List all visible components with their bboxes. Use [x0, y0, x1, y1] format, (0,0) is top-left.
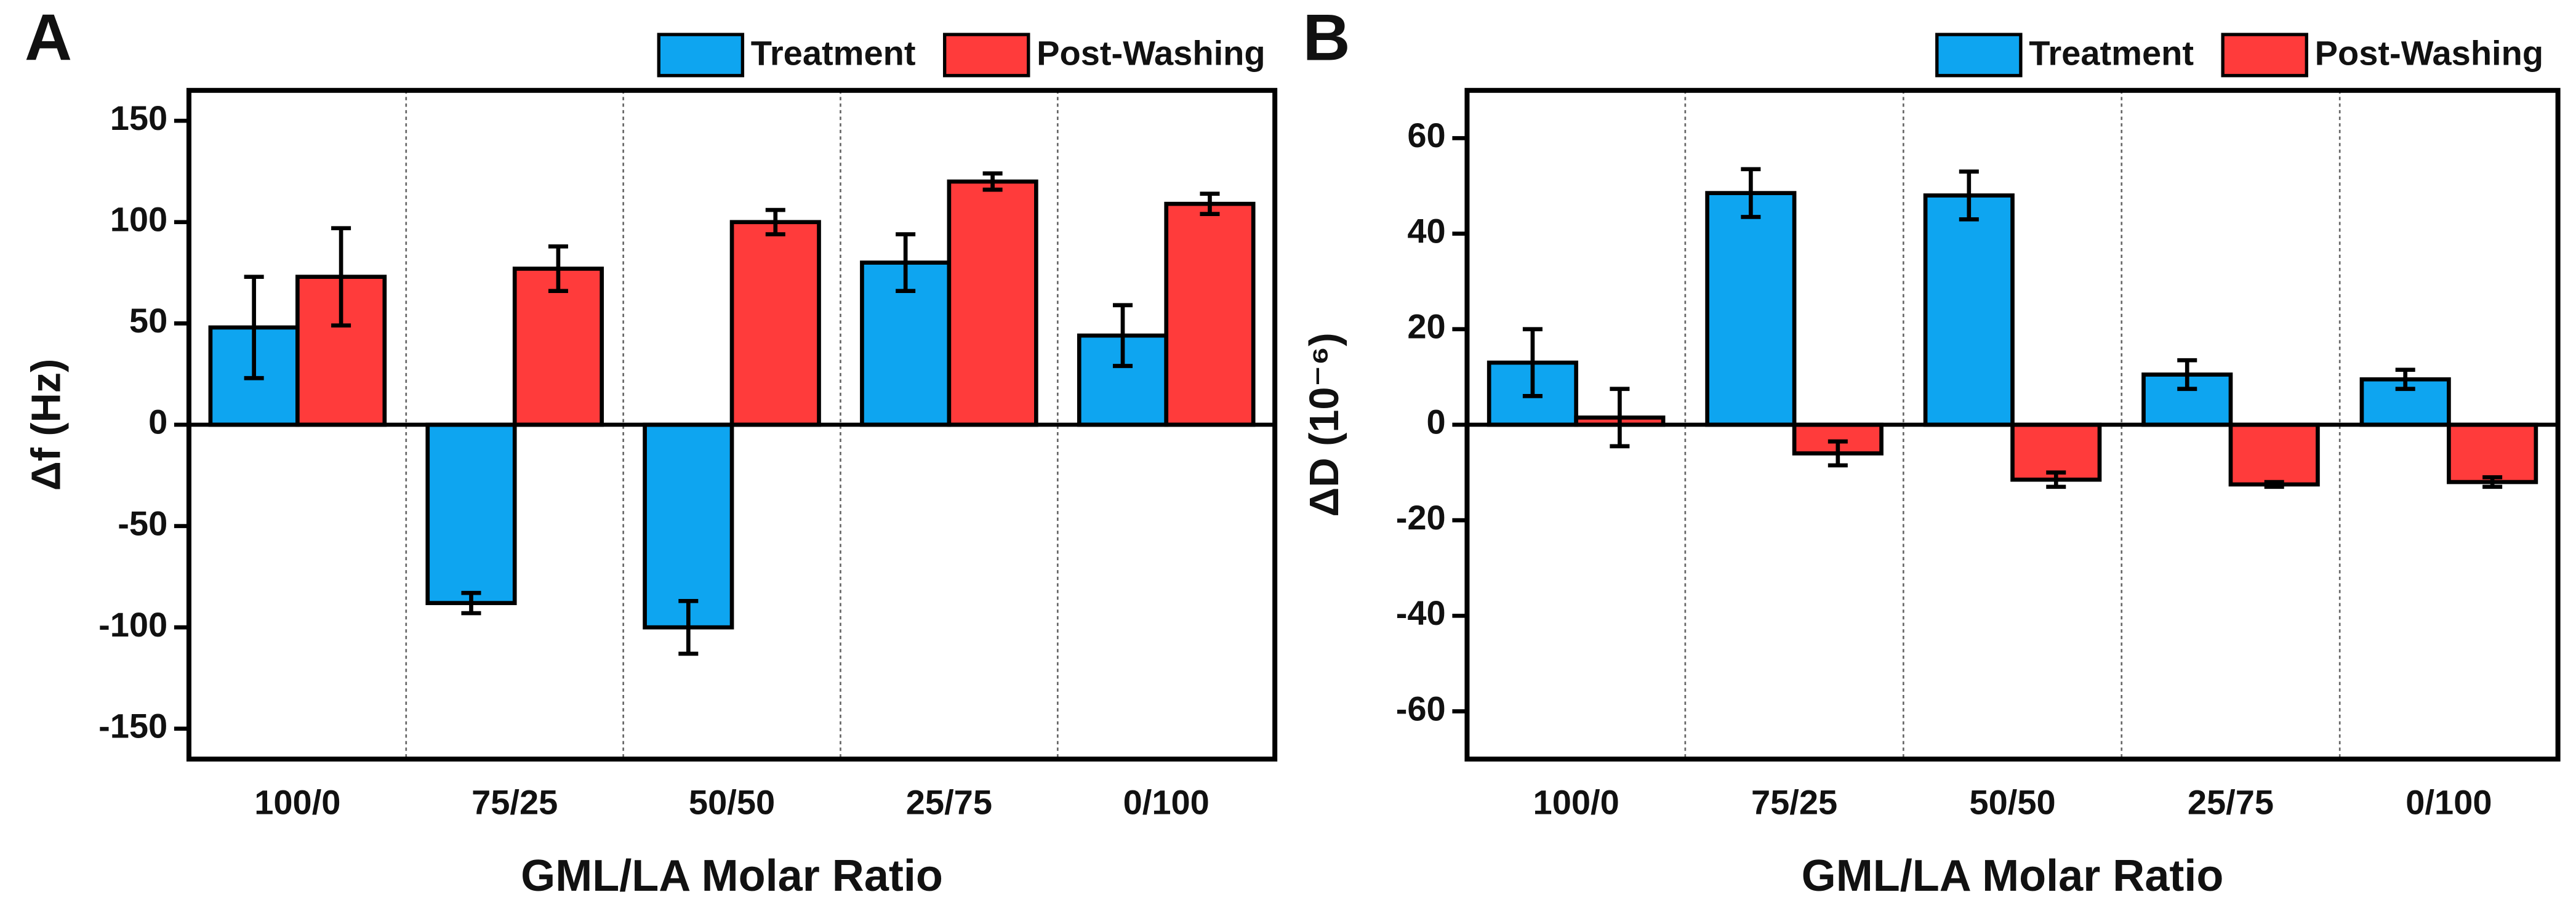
legend-label: Treatment — [751, 34, 916, 73]
bar — [425, 422, 517, 605]
legend-swatch — [657, 33, 745, 78]
panel-label: A — [25, 1, 72, 74]
x-tick-label: 100/0 — [1533, 783, 1619, 822]
x-tick-label: 25/75 — [2188, 783, 2274, 822]
x-tick-label: 50/50 — [1969, 783, 2055, 822]
x-axis-title: GML/LA Molar Ratio — [1802, 851, 2224, 901]
bar — [1705, 191, 1797, 427]
error-bar — [331, 226, 351, 327]
error-bar — [1522, 327, 1543, 398]
plot-frame — [1464, 87, 2561, 762]
legend-swatch — [943, 33, 1030, 78]
error-bar — [1610, 387, 1630, 449]
y-tick-label: -100 — [98, 605, 167, 644]
error-bar — [678, 599, 699, 656]
legend-label: Post-Washing — [1037, 34, 1265, 73]
bar — [947, 179, 1038, 427]
error-bar — [1959, 169, 1979, 222]
x-tick-label: 0/100 — [2405, 783, 2492, 822]
bar — [2447, 422, 2538, 484]
error-bar — [1112, 303, 1133, 368]
x-tick-label: 75/25 — [1751, 783, 1837, 822]
y-tick-label: 100 — [110, 200, 168, 239]
y-tick-label: -20 — [1396, 498, 1446, 537]
y-tick-label: -50 — [118, 504, 167, 542]
y-tick-label: 20 — [1407, 307, 1445, 346]
error-bar — [896, 232, 916, 294]
bar — [1164, 201, 1256, 427]
y-tick-label: 0 — [148, 403, 167, 441]
x-tick-label: 75/25 — [471, 783, 558, 822]
error-bar — [982, 171, 1003, 192]
y-tick-label: 40 — [1407, 211, 1445, 250]
error-bar — [2482, 475, 2503, 489]
x-axis-title: GML/LA Molar Ratio — [521, 851, 943, 901]
y-tick-label: 50 — [129, 301, 167, 340]
legend-label: Post-Washing — [2315, 34, 2543, 73]
x-tick-label: 100/0 — [254, 783, 340, 822]
y-tick-label: -40 — [1396, 593, 1446, 632]
error-bar — [244, 275, 264, 380]
error-bar — [2046, 470, 2066, 489]
bar — [729, 220, 821, 427]
y-axis-title: ΔD (10⁻⁶) — [1302, 332, 1347, 516]
x-tick-label: 0/100 — [1123, 783, 1210, 822]
x-tick-label: 25/75 — [906, 783, 992, 822]
y-tick-label: -60 — [1396, 689, 1446, 728]
error-bar — [1200, 191, 1220, 216]
legend-swatch — [1935, 33, 2023, 78]
error-bar — [2177, 358, 2197, 392]
error-bar — [1828, 439, 1848, 468]
y-tick-label: 150 — [110, 98, 168, 137]
error-bar — [548, 244, 568, 294]
y-tick-label: -150 — [98, 707, 167, 745]
bar — [1923, 193, 2015, 427]
panel-label: B — [1303, 1, 1350, 74]
bar — [643, 422, 734, 630]
error-bar — [1741, 167, 1761, 219]
plot-frame — [186, 87, 1278, 762]
legend-label: Treatment — [2029, 34, 2194, 73]
legend-swatch — [2221, 33, 2308, 78]
y-axis-title: Δf (Hz) — [24, 359, 70, 491]
error-bar — [461, 590, 481, 616]
error-bar — [765, 207, 785, 236]
x-tick-label: 50/50 — [689, 783, 775, 822]
error-bar — [2395, 368, 2415, 392]
y-tick-label: 60 — [1407, 116, 1445, 155]
y-tick-label: 0 — [1427, 403, 1446, 441]
bar — [2228, 422, 2320, 487]
error-bar — [2264, 480, 2284, 489]
